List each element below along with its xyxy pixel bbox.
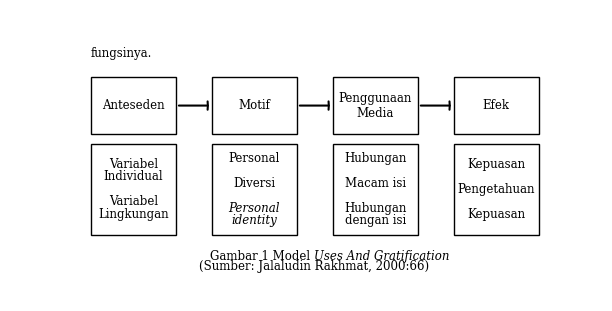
Text: Gambar 1 Model: Gambar 1 Model (210, 250, 314, 263)
Text: Personal: Personal (229, 152, 280, 165)
Text: Uses And Gratification: Uses And Gratification (314, 250, 449, 263)
FancyBboxPatch shape (453, 144, 539, 235)
Text: Variabel: Variabel (109, 195, 158, 208)
Text: Macam isi: Macam isi (345, 177, 406, 190)
Text: Anteseden: Anteseden (102, 99, 165, 112)
Text: Kepuasan: Kepuasan (467, 208, 525, 221)
Text: Lingkungan: Lingkungan (98, 208, 169, 221)
FancyBboxPatch shape (212, 144, 297, 235)
Text: Motif: Motif (239, 99, 271, 112)
FancyBboxPatch shape (91, 77, 176, 134)
Text: Efek: Efek (483, 99, 510, 112)
Text: Pengetahuan: Pengetahuan (458, 183, 535, 196)
Text: identity: identity (231, 214, 277, 227)
Text: Individual: Individual (103, 170, 163, 183)
Text: Diversi: Diversi (233, 177, 275, 190)
Text: Variabel: Variabel (109, 158, 158, 171)
Text: Hubungan: Hubungan (344, 202, 406, 215)
FancyBboxPatch shape (333, 77, 418, 134)
Text: Personal: Personal (229, 202, 280, 215)
FancyBboxPatch shape (333, 144, 418, 235)
FancyBboxPatch shape (91, 144, 176, 235)
FancyBboxPatch shape (453, 77, 539, 134)
FancyBboxPatch shape (212, 77, 297, 134)
Text: fungsinya.: fungsinya. (91, 47, 152, 60)
Text: Hubungan: Hubungan (344, 152, 406, 165)
Text: Kepuasan: Kepuasan (467, 158, 525, 171)
Text: (Sumber: Jalaludin Rakhmat, 2000:66): (Sumber: Jalaludin Rakhmat, 2000:66) (198, 260, 429, 273)
Text: Penggunaan
Media: Penggunaan Media (338, 91, 412, 119)
Text: dengan isi: dengan isi (345, 214, 406, 227)
